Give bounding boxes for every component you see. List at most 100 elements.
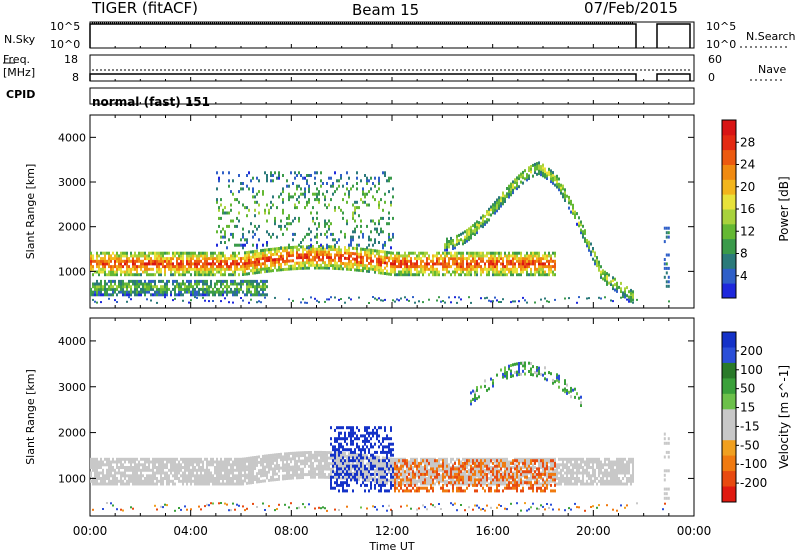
power-cell [308,184,310,188]
power-cell [622,294,624,298]
velocity-cell [188,479,190,483]
velocity-cell [382,437,384,441]
power-cell [326,298,328,301]
power-cell [296,206,298,210]
power-cell [256,249,258,253]
power-cell [348,192,350,196]
power-cell [342,254,344,257]
power-cell [150,293,152,297]
power-cell [346,200,348,204]
velocity-cell [360,461,362,465]
velocity-cell [102,482,104,486]
velocity-cell [372,472,374,476]
power-cell [254,293,256,297]
power-cell [130,298,132,301]
velocity-cell [220,463,222,467]
velocity-cell [410,467,412,471]
power-cell [466,262,468,266]
velocity-cell [252,475,254,479]
power-cell [516,251,518,255]
velocity-cell [292,465,294,469]
power-cell [496,259,498,263]
power-cell [446,243,448,246]
power-cell [194,262,196,266]
power-cell [492,257,494,261]
velocity-cell [382,483,384,487]
velocity-cell [294,459,296,463]
power-cell [492,300,494,303]
power-cell [262,290,264,294]
power-cell [524,262,526,266]
power-cell [104,251,106,255]
velocity-cell [342,486,344,490]
power-cell [96,251,98,255]
power-cell [166,259,168,263]
power-cell [334,264,336,268]
power-cell [234,290,236,294]
power-cell [470,233,472,237]
velocity-cell [184,477,186,480]
power-cell [256,268,258,272]
velocity-cell [248,467,250,471]
power-cell [244,243,246,247]
power-cell [320,250,322,254]
velocity-cell [414,483,416,487]
power-cell [550,270,552,274]
power-cell [408,254,410,258]
power-cell [310,243,312,247]
power-cell [402,257,404,261]
velocity-cell [284,477,286,481]
velocity-cell [358,428,360,432]
power-cell [458,239,460,243]
power-cell [536,172,538,176]
power-cell [238,174,240,177]
velocity-cell [170,457,172,461]
power-cell [208,300,210,303]
power-cell [200,279,202,283]
power-cell [312,250,314,254]
velocity-cell [288,465,290,469]
power-cell [230,279,232,283]
velocity-cell [298,476,300,480]
power-cell [398,254,400,258]
power-cell [146,282,148,286]
power-cell [506,257,508,261]
power-cell [318,250,320,254]
power-cell [204,257,206,261]
velocity-cell [242,474,244,478]
power-cell [148,290,150,294]
velocity-cell [340,445,342,449]
power-cell [546,174,548,178]
power-cell [422,254,424,258]
velocity-cell [126,457,128,461]
power-cell [376,260,378,264]
power-cell [120,290,122,294]
velocity-cell [320,456,322,460]
power-cell [474,230,476,234]
velocity-cell [274,478,276,482]
power-cell [320,258,322,262]
power-cell [146,267,148,271]
power-cell [172,262,174,266]
power-cell [248,266,250,270]
power-cell [578,221,580,225]
power-cell [416,267,418,271]
velocity-cell [148,474,150,478]
power-cell [590,250,592,254]
power-cell [378,271,380,275]
power-cell [412,251,414,255]
power-cell [106,273,108,277]
power-cell [118,259,120,263]
velocity-cell [94,479,96,483]
power-cell [598,263,600,267]
power-cell [276,206,278,210]
power-cell [154,259,156,263]
velocity-cell [360,467,362,471]
velocity-cell [352,442,354,446]
power-cell [348,190,350,194]
power-cell [266,179,268,183]
power-cell [128,270,130,274]
power-cell [272,269,274,273]
velocity-cell [398,489,400,493]
power-cell [416,257,418,261]
